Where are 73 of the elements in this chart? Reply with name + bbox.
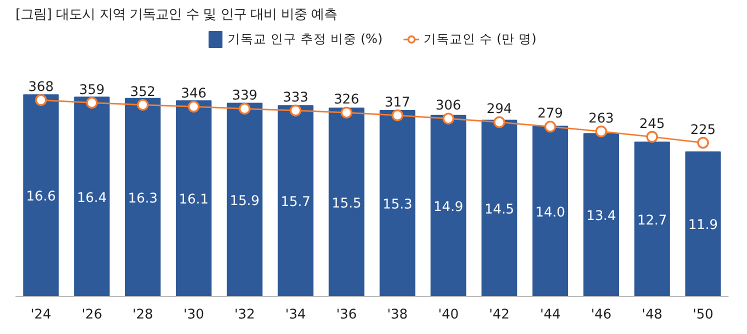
bar — [583, 133, 619, 296]
x-tick-label: '26 — [82, 308, 102, 322]
data-label: 263 — [588, 111, 614, 126]
data-label: 14.5 — [484, 202, 514, 218]
bar — [176, 100, 212, 296]
data-label: 13.4 — [586, 209, 616, 224]
bar — [278, 105, 314, 296]
bar — [634, 142, 670, 296]
point — [238, 102, 251, 115]
bar — [328, 108, 364, 296]
data-label: 245 — [639, 116, 665, 132]
x-tick-label: '34 — [285, 308, 306, 322]
x-tick-label: '44 — [540, 308, 561, 322]
point — [595, 126, 608, 138]
data-label: 12.7 — [637, 213, 667, 228]
point — [340, 106, 352, 119]
data-label: 306 — [436, 98, 462, 114]
data-label: 11.9 — [688, 218, 718, 234]
legend-label: 기독교 인구 추정 비중 (%) — [228, 30, 383, 48]
bar — [430, 114, 466, 296]
point — [35, 94, 47, 106]
bar — [226, 102, 262, 296]
data-label: 15.7 — [280, 195, 310, 210]
bar — [125, 98, 161, 296]
data-label: 14.0 — [535, 205, 566, 220]
point — [544, 120, 556, 133]
data-label: 16.1 — [178, 192, 209, 208]
point — [442, 112, 454, 124]
x-tick-label: '24 — [30, 308, 52, 322]
x-tick-label: '28 — [132, 308, 154, 322]
point — [493, 116, 506, 128]
data-label: 14.9 — [434, 200, 464, 215]
data-label: 294 — [486, 102, 512, 118]
x-tick-label: '50 — [692, 308, 714, 322]
x-tick-label: '48 — [642, 308, 662, 322]
bar — [380, 110, 416, 296]
bar — [482, 120, 518, 296]
data-label: 16.3 — [128, 191, 158, 206]
data-label: 15.3 — [382, 198, 412, 212]
point — [646, 130, 658, 143]
x-tick-label: '46 — [590, 308, 612, 322]
data-label: 333 — [282, 90, 308, 106]
data-label: 368 — [28, 80, 54, 96]
chart-title: [그림] 대도시 지역 기독교인 수 및 인구 대비 비중 예측 — [16, 8, 338, 22]
data-label: 352 — [130, 84, 156, 100]
data-label: 317 — [384, 95, 410, 110]
x-tick-label: '30 — [183, 308, 204, 322]
data-label: 15.9 — [230, 194, 260, 209]
point — [188, 100, 200, 113]
bar — [23, 94, 59, 296]
x-tick-label: '36 — [336, 308, 357, 322]
bar — [685, 151, 721, 296]
data-label: 16.4 — [77, 190, 107, 206]
point — [136, 98, 149, 111]
point — [697, 136, 709, 149]
x-tick-label: '42 — [489, 308, 510, 322]
x-tick-label: '32 — [234, 308, 255, 322]
data-label: 359 — [79, 82, 105, 98]
bar — [532, 126, 568, 296]
data-label: 16.6 — [26, 190, 56, 205]
data-label: 339 — [232, 88, 258, 104]
data-label: 225 — [690, 122, 716, 138]
data-label: 346 — [181, 86, 206, 102]
legend-label: 기독교인 수 (만 명) — [424, 30, 536, 48]
point — [392, 109, 404, 122]
data-label: 326 — [334, 92, 360, 108]
x-tick-label: '38 — [387, 308, 408, 322]
point — [290, 104, 302, 116]
data-label: 15.5 — [332, 196, 362, 212]
bar — [74, 96, 110, 296]
point — [86, 96, 98, 109]
data-label: 279 — [538, 106, 563, 122]
x-tick-label: '40 — [438, 308, 459, 322]
